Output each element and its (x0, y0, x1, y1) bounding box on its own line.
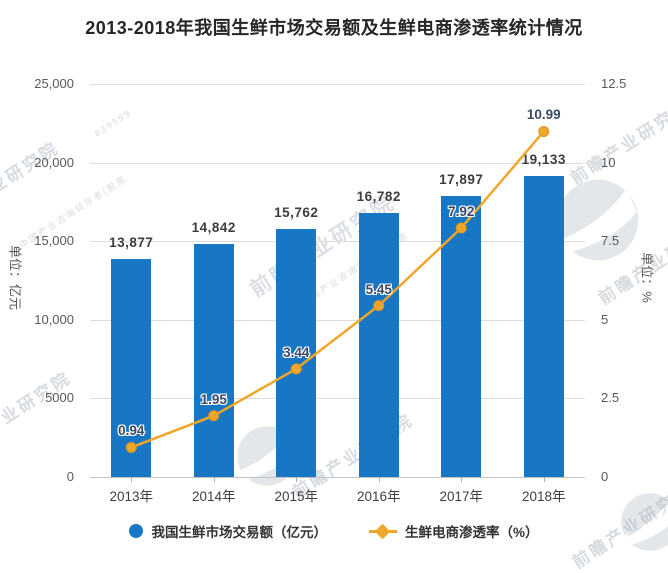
left-axis-tick: 0 (66, 469, 74, 484)
left-axis-tick: 25,000 (34, 76, 74, 91)
x-axis-label: 2017年 (439, 489, 484, 504)
line-point (538, 125, 550, 137)
bar-value-label: 14,842 (191, 219, 236, 235)
right-axis-tick: 2.5 (601, 390, 620, 406)
x-axis-label: 2018年 (521, 489, 566, 504)
line-point (125, 441, 137, 453)
gridline (90, 84, 585, 85)
line-value-label: 5.45 (365, 281, 392, 297)
legend-item-bar-series: 我国生鲜市场交易额（亿元） (129, 521, 327, 541)
x-axis-label: 2013年 (109, 489, 154, 504)
category-tick (213, 477, 215, 482)
right-axis: 12.5 10 7.5 5 2.5 0 (593, 76, 668, 484)
x-axis-label: 2015年 (274, 489, 319, 504)
right-axis-tick: 7.5 (601, 233, 620, 249)
left-axis-tick: 10,000 (34, 311, 74, 327)
line-point (455, 222, 467, 234)
line-value-label: 1.95 (200, 391, 227, 407)
gridline (90, 319, 585, 321)
legend: 我国生鲜市场交易额（亿元） 生鲜电商渗透率（%） (0, 521, 668, 541)
right-axis-tick: 5 (601, 311, 609, 327)
gridline (90, 477, 585, 478)
category-tick (461, 477, 463, 482)
bar-value-label: 15,762 (274, 205, 319, 221)
penetration-line-series (125, 125, 550, 453)
left-axis-tick: 15,000 (34, 233, 74, 249)
left-axis-tick: 5000 (45, 390, 74, 406)
bar-2014年 (193, 243, 234, 477)
gridline (90, 162, 585, 164)
category-tick (131, 477, 133, 482)
bar-series-marker-icon (129, 524, 144, 538)
x-axis-label: 2016年 (356, 489, 401, 504)
legend-item-line-series: 生鲜电商渗透率（%） (368, 521, 539, 541)
bar-2018年 (523, 176, 564, 477)
line-value-label: 0.94 (118, 423, 145, 439)
bar-value-label: 19,133 (521, 152, 566, 168)
chart-title: 2013-2018年我国生鲜市场交易额及生鲜电商渗透率统计情况 (85, 18, 583, 38)
bar-value-label: 17,897 (439, 171, 484, 187)
bar-2017年 (441, 195, 482, 477)
line-marker-diamond (374, 523, 391, 539)
category-tick (296, 477, 298, 482)
line-value-label: 7.92 (448, 203, 475, 219)
left-axis: 25,000 20,000 15,000 10,000 5000 0 (0, 76, 84, 484)
chart-page: 前瞻产业研究院 中国产业咨询领导者(股票 839599 前瞻产业研究院 中国产业… (0, 18, 668, 573)
bar-2016年 (358, 213, 399, 477)
category-tick (378, 477, 380, 482)
plot-area: 13,877 2013年 14,842 2014年 15,762 2015年 16,782 2… (90, 84, 585, 504)
line-point (208, 410, 220, 422)
gridline (90, 398, 585, 400)
right-axis-unit-label: 单位：% (639, 252, 655, 303)
line-point (290, 363, 302, 375)
legend-label: 我国生鲜市场交易额（亿元） (151, 525, 327, 540)
legend-label: 生鲜电商渗透率（%） (404, 525, 539, 540)
bar-2013年 (111, 258, 152, 477)
line-value-label: 10.99 (526, 107, 561, 123)
x-axis-label: 2014年 (191, 489, 236, 504)
line-value-label: 3.44 (283, 344, 310, 360)
right-axis-tick: 10 (601, 154, 616, 170)
right-axis-tick: 12.5 (601, 76, 627, 91)
line-series-marker-icon (368, 523, 397, 539)
category-tick (543, 477, 545, 482)
bar-2015年 (276, 229, 317, 477)
left-axis-unit-label: 单位：亿元 (7, 244, 23, 310)
right-axis-tick: 0 (601, 469, 609, 484)
left-axis-tick: 20,000 (34, 154, 74, 170)
line-point (373, 300, 385, 312)
line-path (130, 130, 545, 449)
bar-value-label: 13,877 (109, 234, 154, 250)
gridline (90, 241, 585, 243)
bar-value-label: 16,782 (356, 189, 401, 205)
